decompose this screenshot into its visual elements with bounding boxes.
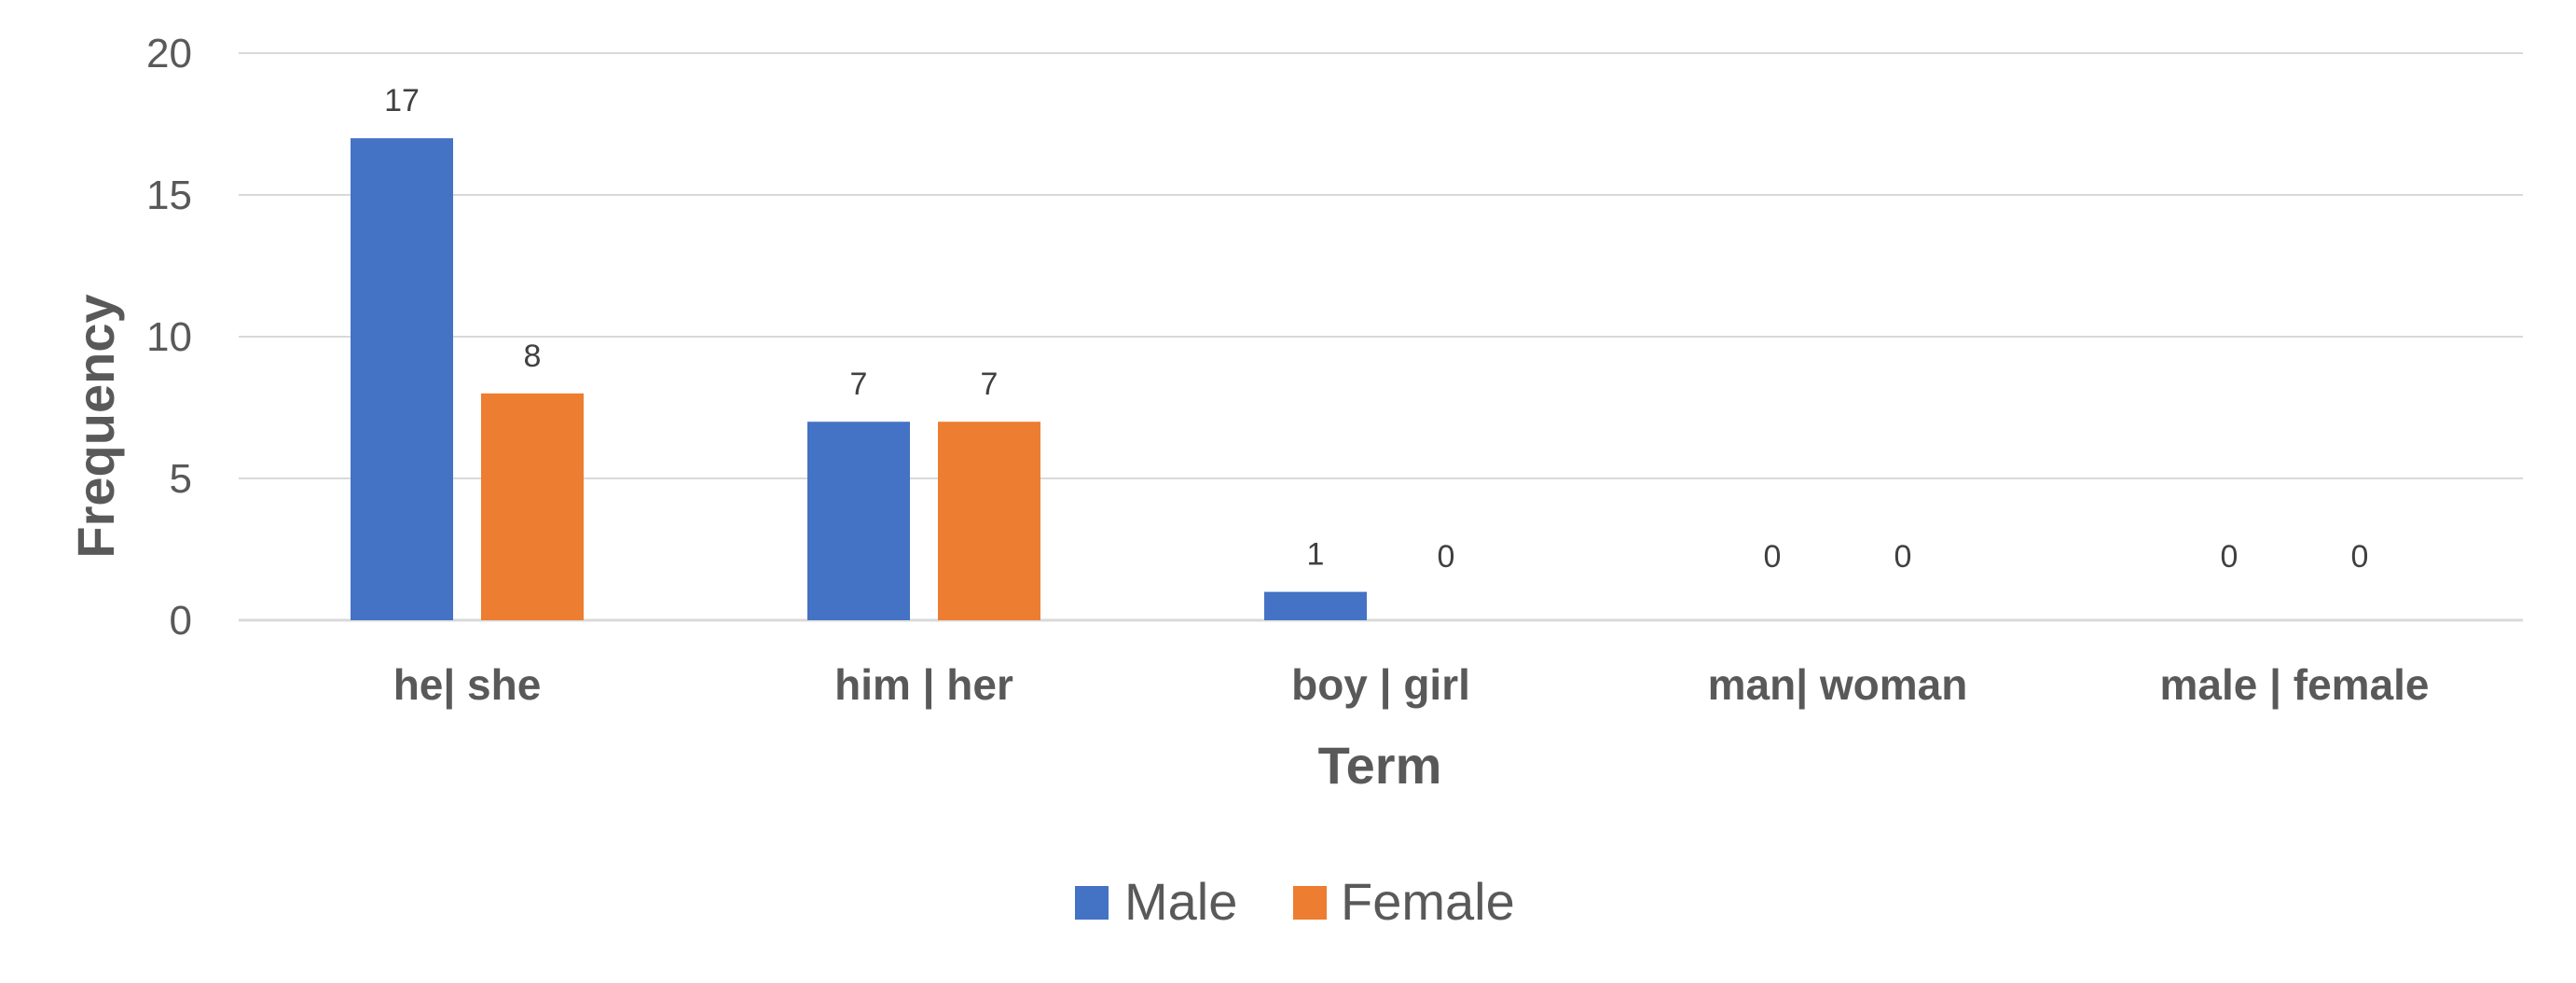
x-axis-title: Term — [1318, 736, 1442, 795]
y-tick-label: 15 — [146, 173, 192, 218]
y-tick-label: 10 — [146, 314, 192, 360]
legend-swatch-female — [1293, 886, 1327, 920]
data-label-male: 1 — [1307, 537, 1325, 573]
x-tick-label: man| woman — [1708, 660, 1968, 709]
legend-label-male: Male — [1124, 872, 1237, 931]
data-label-female: 8 — [524, 339, 542, 374]
x-tick-label: boy | girl — [1291, 660, 1470, 709]
bar-male — [807, 422, 910, 620]
data-label-male: 17 — [384, 83, 420, 118]
data-labels: 17 8 7 7 1 0 0 0 0 0 — [384, 83, 2368, 575]
y-axis-title: Frequency — [66, 294, 125, 558]
data-label-female: 0 — [1438, 539, 1455, 575]
bar-female — [481, 393, 584, 620]
bar-male — [351, 138, 453, 620]
data-label-female: 0 — [2351, 539, 2369, 575]
data-label-female: 7 — [981, 367, 999, 402]
x-tick-label: him | her — [834, 660, 1013, 709]
gridlines — [239, 52, 2523, 622]
data-label-male: 0 — [2221, 539, 2239, 575]
y-tick-label: 0 — [170, 598, 192, 644]
x-tick-label: male | female — [2159, 660, 2429, 709]
x-tick-label: he| she — [393, 660, 542, 709]
data-label-male: 7 — [850, 367, 868, 402]
y-tick-label: 20 — [146, 31, 192, 76]
x-axis-ticks: he| she him | her boy | girl man| woman male… — [393, 660, 2430, 709]
bar-male — [1264, 591, 1367, 620]
data-label-male: 0 — [1764, 539, 1782, 575]
legend-label-female: Female — [1341, 872, 1515, 931]
y-axis-ticks: 0 5 10 15 20 — [146, 31, 192, 644]
legend: Male Female — [1075, 872, 1515, 931]
y-tick-label: 5 — [170, 456, 192, 502]
bars — [351, 138, 1367, 620]
data-label-female: 0 — [1894, 539, 1912, 575]
bar-female — [938, 422, 1040, 620]
legend-swatch-male — [1075, 886, 1109, 920]
